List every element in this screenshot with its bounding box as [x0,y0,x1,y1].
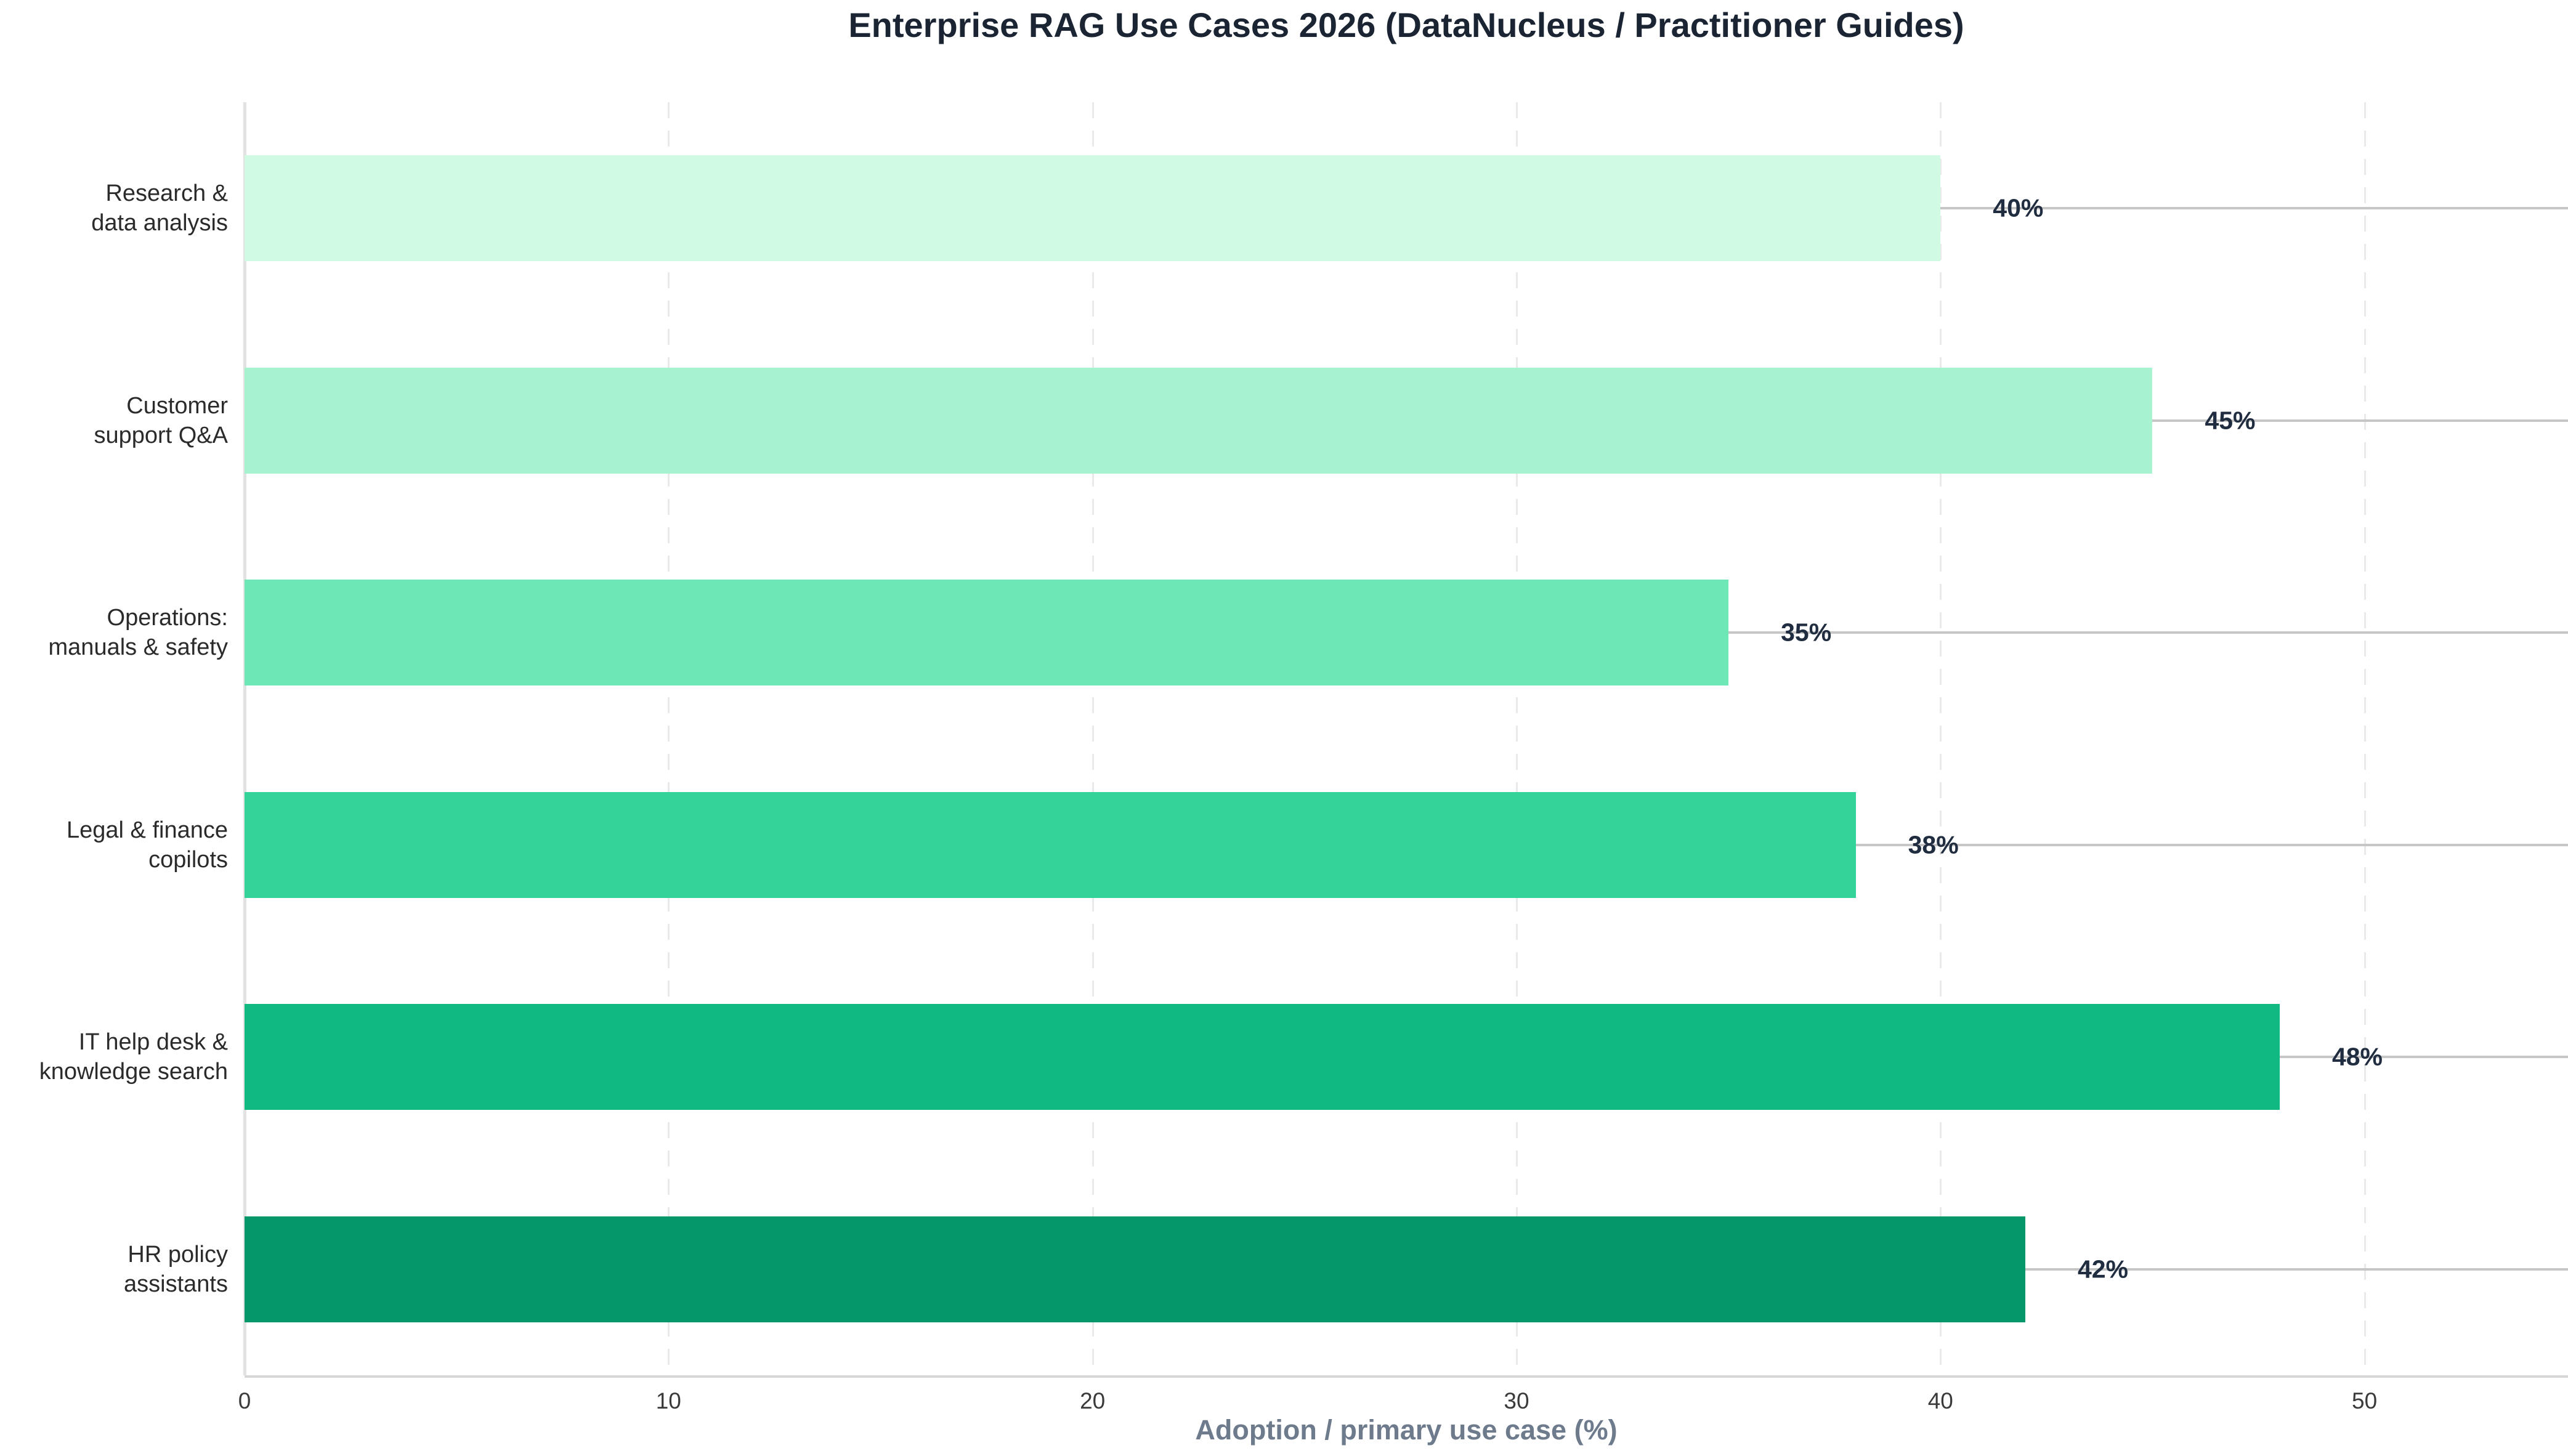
leader-line [2152,419,2568,422]
leader-line [2279,1056,2568,1059]
gridline-x-40 [1940,102,1942,1375]
bar [245,367,2153,474]
bar [245,1216,2025,1322]
x-axis-title: Adoption / primary use case (%) [1195,1414,1618,1446]
bar-value-label: 38% [1908,830,1959,859]
bar [245,155,1941,262]
bar-value-label: 35% [1781,618,1832,647]
bar-value-label: 45% [2205,406,2256,435]
leader-line [1728,631,2568,634]
x-tick-label: 20 [1080,1388,1106,1414]
category-label: Customer support Q&A [94,392,228,448]
leader-line [2025,1268,2568,1271]
bar [245,791,1856,898]
chart-title: Enterprise RAG Use Cases 2026 (DataNucle… [848,6,1964,44]
gridline-x-50 [2363,102,2366,1375]
x-tick-label: 0 [238,1388,251,1414]
category-label: Legal & finance copilots [67,817,228,873]
category-label: Operations: manuals & safety [48,605,228,661]
x-tick-label: 10 [655,1388,681,1414]
bar [245,1004,2280,1110]
gridline-x-30 [1515,102,1518,1375]
bar-value-label: 48% [2331,1042,2383,1071]
gridline-x-10 [668,102,670,1375]
x-axis-line [245,1375,2568,1378]
bar [245,580,1729,686]
y-axis-line [243,102,246,1375]
category-label: IT help desk & knowledge search [39,1029,228,1085]
category-label: Research & data analysis [91,180,228,237]
leader-line [1940,207,2568,210]
gridline-x-20 [1092,102,1094,1375]
bar-value-label: 42% [2077,1255,2128,1284]
x-tick-label: 30 [1504,1388,1529,1414]
leader-line [1855,843,2568,846]
bar-value-label: 40% [1993,193,2044,222]
x-tick-label: 40 [1927,1388,1953,1414]
x-tick-label: 50 [2352,1388,2378,1414]
category-label: HR policy assistants [124,1241,228,1297]
